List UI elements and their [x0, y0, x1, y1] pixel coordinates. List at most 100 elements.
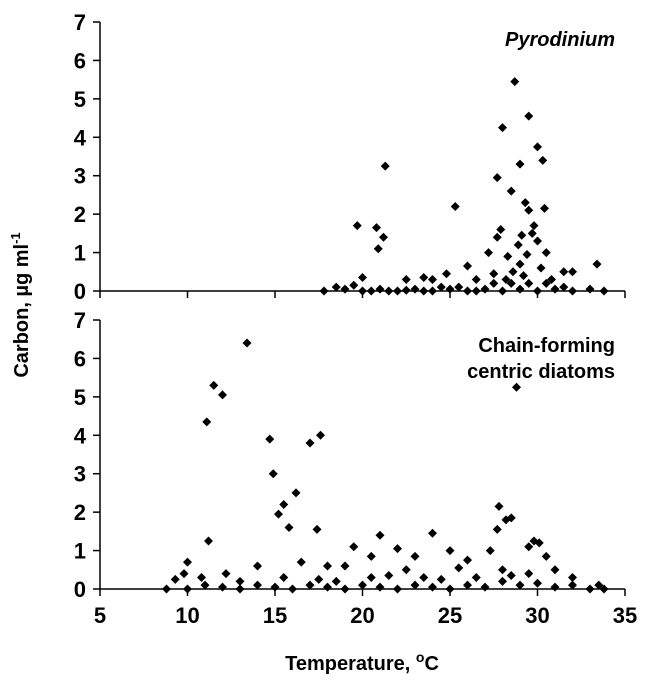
data-point — [515, 580, 525, 590]
data-point — [494, 501, 504, 511]
data-point — [270, 582, 280, 592]
data-point — [349, 542, 359, 552]
data-point — [366, 286, 376, 296]
y-tick-label: 7 — [74, 308, 86, 333]
data-point — [296, 557, 306, 567]
data-point — [445, 584, 455, 594]
x-tick-label: 30 — [525, 603, 549, 628]
data-point — [274, 509, 283, 519]
data-point — [319, 286, 329, 296]
x-axis-label-text: Temperature, — [285, 653, 416, 675]
data-point — [454, 563, 464, 573]
data-point — [524, 111, 534, 121]
data-point — [410, 284, 420, 294]
data-point — [305, 438, 315, 448]
data-point — [323, 561, 332, 571]
data-point — [323, 582, 332, 592]
data-point — [524, 278, 534, 288]
data-point — [384, 286, 394, 296]
data-point — [235, 576, 245, 586]
x-tick-label: 25 — [438, 603, 462, 628]
data-point — [541, 551, 551, 561]
data-point — [541, 248, 551, 258]
data-point — [436, 282, 446, 292]
x-axis-label-superscript: o — [416, 649, 425, 665]
data-point — [599, 584, 609, 594]
data-point — [200, 580, 210, 590]
data-point — [393, 544, 402, 554]
data-point — [527, 228, 537, 238]
data-point — [506, 513, 516, 523]
data-point — [480, 582, 490, 592]
data-point — [489, 269, 499, 279]
data-point — [524, 205, 534, 215]
data-point — [305, 580, 315, 590]
data-point — [463, 555, 472, 565]
y-tick-label: 3 — [74, 164, 86, 189]
data-point — [183, 584, 192, 594]
data-point — [540, 203, 549, 213]
data-point — [162, 584, 171, 594]
x-axis-label-unit: C — [424, 653, 438, 675]
data-point — [410, 580, 420, 590]
data-point — [268, 469, 278, 479]
data-point — [515, 284, 525, 294]
data-point — [592, 259, 602, 269]
data-point — [550, 582, 560, 592]
data-point — [380, 161, 390, 171]
data-point — [366, 572, 376, 582]
data-point — [471, 274, 481, 284]
y-tick-label: 4 — [74, 423, 87, 448]
y-tick-label: 6 — [74, 346, 86, 371]
data-point — [428, 286, 437, 296]
data-point — [331, 282, 341, 292]
data-point — [498, 576, 507, 586]
data-point — [358, 286, 367, 296]
y-axis-label-superscript: -1 — [8, 232, 23, 244]
y-tick-label: 0 — [74, 577, 86, 602]
data-point — [436, 574, 446, 584]
data-point — [510, 77, 520, 87]
data-point — [498, 565, 507, 575]
data-point — [428, 528, 437, 538]
data-point — [492, 232, 502, 242]
data-point — [279, 499, 289, 509]
data-point — [498, 123, 507, 133]
data-point — [517, 230, 527, 240]
data-point — [316, 430, 325, 440]
data-point — [331, 576, 341, 586]
y-tick-label: 0 — [74, 279, 86, 304]
data-point — [312, 524, 322, 534]
data-point — [512, 382, 521, 392]
data-point — [358, 273, 367, 283]
data-point — [375, 530, 385, 540]
data-point — [492, 524, 502, 534]
data-point — [401, 274, 411, 284]
data-point — [379, 232, 388, 242]
y-tick-label: 1 — [74, 539, 86, 564]
data-point — [529, 221, 539, 231]
data-point — [393, 584, 402, 594]
data-point — [419, 286, 429, 296]
data-point — [536, 263, 546, 273]
data-point — [599, 286, 609, 296]
data-point — [522, 249, 532, 259]
x-tick-label: 20 — [350, 603, 374, 628]
data-point — [279, 572, 289, 582]
data-point — [559, 282, 569, 292]
y-axis-label-text: Carbon, µg ml — [11, 244, 33, 378]
data-point — [533, 578, 542, 588]
data-point — [340, 584, 350, 594]
x-tick-label: 5 — [94, 603, 106, 628]
data-point — [538, 155, 548, 165]
y-tick-label: 3 — [74, 462, 86, 487]
y-axis-label: Carbon, µg ml-1 — [8, 232, 33, 377]
data-point — [445, 546, 455, 556]
data-point — [520, 198, 530, 208]
data-point — [401, 285, 411, 295]
data-point — [221, 569, 231, 579]
data-point — [506, 278, 516, 288]
data-point — [471, 572, 481, 582]
data-point — [489, 278, 499, 288]
y-tick-label: 5 — [74, 385, 86, 410]
